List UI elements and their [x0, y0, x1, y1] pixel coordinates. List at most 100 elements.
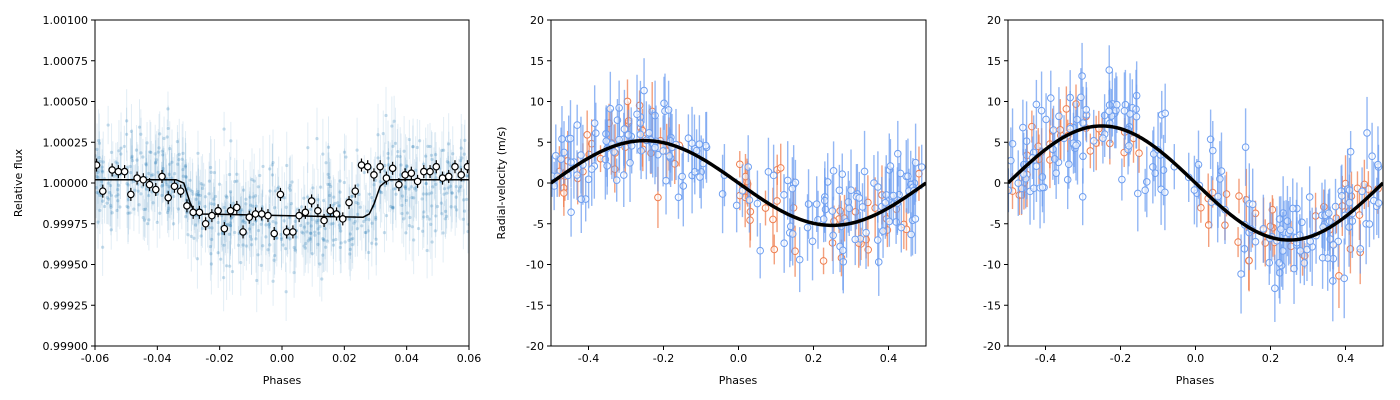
raw-point [160, 149, 164, 153]
rv-point [855, 194, 864, 202]
binned-point [108, 166, 116, 174]
raw-point [170, 160, 174, 164]
rv-point [808, 237, 817, 246]
binned-point [282, 228, 291, 236]
raw-point [443, 209, 448, 213]
raw-point [392, 187, 396, 191]
rv-point [573, 171, 581, 179]
y-tick-label: 15 [987, 55, 1001, 68]
raw-point [382, 231, 387, 235]
raw-point [394, 192, 398, 196]
y-tick-label: 5 [537, 136, 544, 149]
raw-point [434, 182, 438, 186]
rv-point [664, 106, 673, 114]
raw-point [445, 191, 449, 195]
raw-point [184, 175, 188, 179]
raw-point [348, 252, 352, 256]
raw-point [421, 229, 425, 233]
raw-point [164, 180, 168, 184]
raw-point [400, 194, 405, 198]
rv-point [602, 137, 611, 145]
raw-point [149, 173, 153, 177]
raw-point [336, 201, 340, 205]
y-tick-label: -20 [983, 340, 1001, 353]
raw-point [290, 180, 294, 184]
raw-point [347, 238, 351, 242]
raw-point [439, 201, 443, 205]
rv-point [1086, 147, 1095, 155]
raw-point [458, 186, 462, 190]
raw-point [256, 253, 260, 257]
rv-point [626, 158, 634, 167]
raw-point [342, 150, 347, 154]
y-tick-label: -10 [983, 259, 1001, 272]
raw-point [383, 169, 387, 173]
raw-point [184, 174, 188, 179]
raw-point [327, 182, 332, 186]
x-tick-label: -0.2 [653, 352, 674, 365]
binned-point [226, 206, 235, 215]
raw-point [421, 162, 426, 166]
raw-point [108, 191, 112, 195]
raw-point [366, 229, 370, 233]
raw-point [200, 226, 205, 231]
raw-point [126, 205, 130, 209]
raw-point [440, 212, 444, 216]
rv-point [1251, 237, 1260, 246]
ticks-rv-1: -0.4 -0.2 0.0 0.2 0.4 -20 -15 -10 -5 0 5 10 15 20 [526, 14, 897, 365]
raw-point [362, 219, 366, 224]
rv-point [788, 184, 797, 193]
raw-point [156, 150, 160, 154]
raw-point [162, 136, 166, 141]
raw-point [348, 247, 352, 251]
raw-point [422, 215, 426, 219]
raw-point [408, 215, 412, 220]
raw-point [177, 152, 181, 156]
raw-point [414, 188, 418, 192]
raw-point [233, 230, 237, 235]
binned-point [444, 172, 453, 181]
raw-point [181, 151, 185, 155]
raw-point [386, 156, 390, 160]
raw-point [106, 123, 110, 127]
x-tick-label: 0.0 [730, 352, 748, 365]
plot-area-rv-2 [1008, 42, 1383, 322]
rv-point [858, 203, 867, 211]
raw-point [98, 193, 102, 197]
raw-point [148, 150, 152, 154]
raw-point [348, 232, 352, 236]
rv-point [1121, 100, 1130, 109]
raw-point [288, 188, 292, 192]
raw-point [301, 231, 305, 235]
y-tick-label: 0 [537, 177, 544, 190]
rv-point [1105, 66, 1114, 74]
raw-point [109, 203, 113, 207]
raw-point [367, 250, 371, 255]
raw-point [326, 172, 330, 176]
rv-point [560, 189, 568, 197]
rv-point [606, 104, 615, 113]
rv-point [1237, 270, 1245, 278]
raw-point [222, 276, 226, 280]
raw-point [97, 155, 101, 160]
raw-point [239, 208, 244, 212]
binned-point [264, 211, 272, 220]
rv-point [862, 228, 870, 237]
binned-point [257, 210, 266, 218]
raw-point [233, 180, 237, 184]
rv-point [745, 196, 754, 204]
raw-point [411, 145, 415, 149]
raw-point [424, 181, 428, 185]
binned-point [301, 208, 310, 217]
raw-point [183, 164, 188, 168]
raw-point [261, 244, 265, 248]
raw-point [169, 180, 173, 184]
raw-point [416, 226, 421, 231]
raw-point [316, 218, 321, 222]
raw-point [409, 185, 413, 189]
raw-point [101, 199, 105, 203]
raw-point [222, 127, 226, 131]
raw-point [364, 231, 368, 235]
raw-point [372, 183, 376, 187]
raw-point [443, 217, 447, 221]
